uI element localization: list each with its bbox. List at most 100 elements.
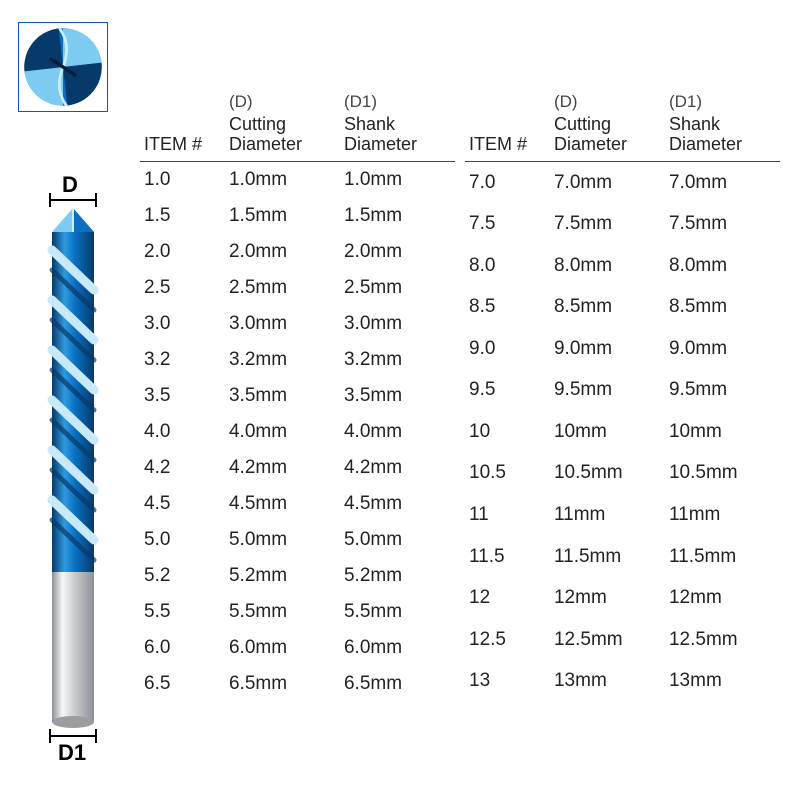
cell-d1: 8.0mm	[665, 245, 780, 287]
col-item: ITEM #	[465, 90, 550, 161]
table-row: 1313mm13mm	[465, 660, 780, 702]
cell-item: 3.5	[140, 378, 225, 414]
cell-d1: 3.5mm	[340, 378, 455, 414]
drill-bit-icon	[18, 180, 128, 770]
cell-d1: 1.0mm	[340, 161, 455, 198]
cell-item: 7.0	[465, 161, 550, 203]
cell-item: 7.5	[465, 204, 550, 246]
cell-d: 7.5mm	[550, 204, 665, 246]
cell-d1: 1.5mm	[340, 198, 455, 234]
cell-d: 5.5mm	[225, 594, 340, 630]
spec-table-right: ITEM # (D)CuttingDiameter (D1)ShankDiame…	[465, 90, 780, 702]
cell-item: 6.5	[140, 666, 225, 702]
drill-tip-inset	[18, 22, 108, 112]
cell-d: 5.2mm	[225, 558, 340, 594]
cell-item: 1.5	[140, 198, 225, 234]
table-row: 1111mm11mm	[465, 494, 780, 536]
cell-d: 11.5mm	[550, 536, 665, 578]
col-shank: (D1)ShankDiameter	[665, 90, 780, 161]
cell-d: 4.0mm	[225, 414, 340, 450]
cell-d1: 7.0mm	[665, 161, 780, 203]
cell-item: 3.0	[140, 306, 225, 342]
cell-d: 1.5mm	[225, 198, 340, 234]
table-row: 1010mm10mm	[465, 411, 780, 453]
cell-d1: 9.0mm	[665, 328, 780, 370]
cell-d1: 5.5mm	[340, 594, 455, 630]
cell-item: 2.5	[140, 270, 225, 306]
cell-d1: 4.2mm	[340, 450, 455, 486]
table-row: 10.510.5mm10.5mm	[465, 453, 780, 495]
cell-d1: 11.5mm	[665, 536, 780, 578]
cell-d: 12.5mm	[550, 619, 665, 661]
table-row: 6.06.0mm6.0mm	[140, 630, 455, 666]
cell-item: 13	[465, 660, 550, 702]
cell-d: 3.5mm	[225, 378, 340, 414]
col-cut: (D)CuttingDiameter	[225, 90, 340, 161]
table-row: 1.51.5mm1.5mm	[140, 198, 455, 234]
table-row: 1.01.0mm1.0mm	[140, 161, 455, 198]
table-body-right: 7.07.0mm7.0mm7.57.5mm7.5mm8.08.0mm8.0mm8…	[465, 161, 780, 702]
cell-d: 4.2mm	[225, 450, 340, 486]
cell-d1: 13mm	[665, 660, 780, 702]
table-row: 7.07.0mm7.0mm	[465, 161, 780, 203]
cell-d1: 5.0mm	[340, 522, 455, 558]
cell-item: 10	[465, 411, 550, 453]
cell-item: 9.5	[465, 370, 550, 412]
cell-d: 10.5mm	[550, 453, 665, 495]
cell-d: 12mm	[550, 577, 665, 619]
cell-d1: 8.5mm	[665, 287, 780, 329]
cell-d1: 2.0mm	[340, 234, 455, 270]
cell-item: 4.5	[140, 486, 225, 522]
cell-d: 8.0mm	[550, 245, 665, 287]
table-header: ITEM # (D)CuttingDiameter (D1)ShankDiame…	[140, 90, 455, 161]
table-row: 11.511.5mm11.5mm	[465, 536, 780, 578]
cell-item: 10.5	[465, 453, 550, 495]
cell-d1: 12mm	[665, 577, 780, 619]
table-row: 3.23.2mm3.2mm	[140, 342, 455, 378]
cell-d: 3.0mm	[225, 306, 340, 342]
cell-item: 11.5	[465, 536, 550, 578]
table-row: 5.25.2mm5.2mm	[140, 558, 455, 594]
table-row: 2.02.0mm2.0mm	[140, 234, 455, 270]
cell-d: 10mm	[550, 411, 665, 453]
table-row: 3.03.0mm3.0mm	[140, 306, 455, 342]
cell-d1: 3.0mm	[340, 306, 455, 342]
cell-d1: 6.5mm	[340, 666, 455, 702]
cell-d: 5.0mm	[225, 522, 340, 558]
dimension-label-d: D	[62, 172, 78, 198]
cell-item: 1.0	[140, 161, 225, 198]
cell-item: 4.2	[140, 450, 225, 486]
col-shank: (D1)ShankDiameter	[340, 90, 455, 161]
table-row: 8.58.5mm8.5mm	[465, 287, 780, 329]
cell-d: 8.5mm	[550, 287, 665, 329]
table-row: 3.53.5mm3.5mm	[140, 378, 455, 414]
cell-d1: 9.5mm	[665, 370, 780, 412]
spec-table-left: ITEM # (D)CuttingDiameter (D1)ShankDiame…	[140, 90, 455, 702]
cell-d1: 5.2mm	[340, 558, 455, 594]
cell-d: 13mm	[550, 660, 665, 702]
drill-tip-icon	[19, 23, 107, 111]
cell-item: 11	[465, 494, 550, 536]
dimension-label-d1: D1	[58, 740, 86, 766]
cell-d1: 7.5mm	[665, 204, 780, 246]
cell-d1: 4.0mm	[340, 414, 455, 450]
cell-item: 12.5	[465, 619, 550, 661]
table-row: 9.59.5mm9.5mm	[465, 370, 780, 412]
cell-d1: 12.5mm	[665, 619, 780, 661]
cell-item: 4.0	[140, 414, 225, 450]
table-row: 6.56.5mm6.5mm	[140, 666, 455, 702]
cell-item: 5.2	[140, 558, 225, 594]
page: D D1	[0, 0, 800, 800]
cell-item: 8.0	[465, 245, 550, 287]
cell-d1: 6.0mm	[340, 630, 455, 666]
cell-d1: 11mm	[665, 494, 780, 536]
cell-item: 5.0	[140, 522, 225, 558]
cell-item: 3.2	[140, 342, 225, 378]
table-row: 12.512.5mm12.5mm	[465, 619, 780, 661]
table-row: 4.24.2mm4.2mm	[140, 450, 455, 486]
cell-d1: 3.2mm	[340, 342, 455, 378]
table-row: 5.55.5mm5.5mm	[140, 594, 455, 630]
cell-d1: 4.5mm	[340, 486, 455, 522]
cell-d: 4.5mm	[225, 486, 340, 522]
table-row: 8.08.0mm8.0mm	[465, 245, 780, 287]
